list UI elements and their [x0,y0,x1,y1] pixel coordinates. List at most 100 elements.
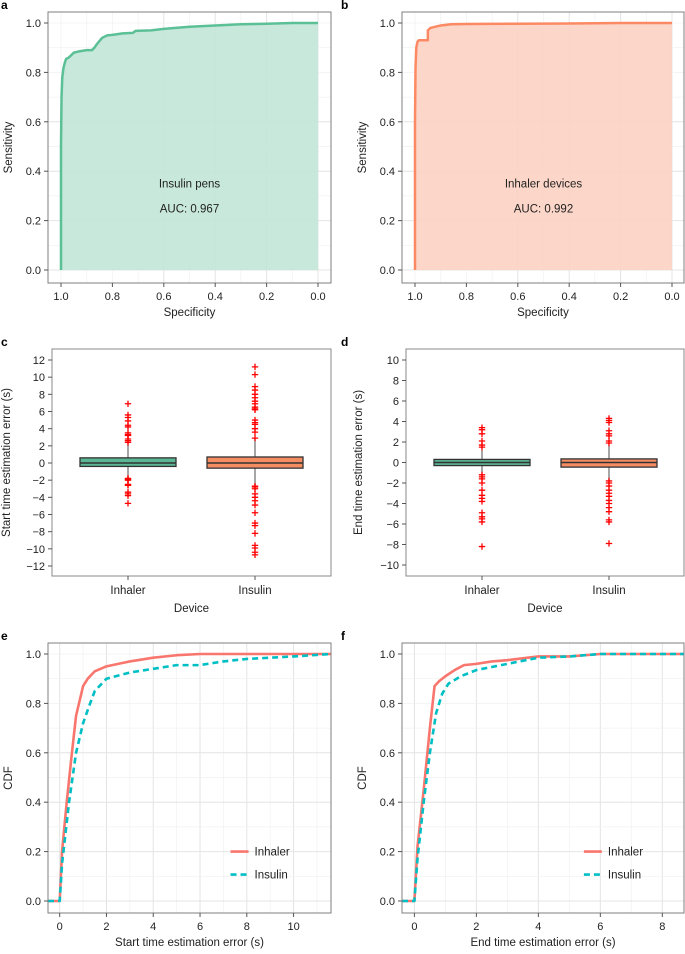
y-tick-label: 12 [33,355,45,367]
legend-label-insulin: Insulin [608,870,641,882]
annotation-title: Inhaler devices [505,179,583,191]
roc-area [415,23,672,270]
x-tick-label: 2 [103,921,109,933]
x-axis-label: Device [174,603,209,615]
plot-border [401,642,685,914]
y-tick-label: 0.8 [380,698,395,710]
y-axis-label: End time estimation error (s) [353,390,365,535]
plot-background [48,643,331,913]
y-tick-label: −8 [386,540,399,552]
y-tick-label: 10 [387,355,399,367]
y-axis-label: Start time estimation error (s) [1,388,13,537]
x-tick-label: 1.0 [53,291,68,303]
box-inhaler [79,400,177,507]
outlier-point [124,439,132,446]
outlier-point [478,430,486,437]
y-tick-label: 6 [39,407,45,419]
cdf-line-insulin [402,652,684,903]
y-tick-label: 4 [39,424,45,436]
y-axis-label: Sensitivity [3,121,15,173]
x-tick-label: 8 [659,921,665,933]
outlier-point [605,508,613,515]
outlier-point [605,439,613,447]
y-tick-label: 0.4 [26,166,41,178]
cdf-line-insulin [48,652,332,903]
y-tick-label: 8 [39,389,45,401]
y-tick-label: 10 [33,372,45,384]
y-tick-label: −10 [26,544,45,556]
outlier-point [478,543,486,550]
roc-curve [413,21,672,270]
legend: Inhaler Insulin [230,847,290,882]
panel-label: b [341,0,348,12]
y-tick-label: −10 [380,560,399,572]
outlier-point [605,518,613,526]
y-tick-label: 6 [393,396,399,408]
outlier-point [124,400,132,407]
y-axis-label: CDF [3,766,15,790]
outlier-point [478,479,486,487]
y-tick-label: 1.0 [380,18,395,30]
y-tick-label: −2 [386,478,399,490]
x-tick-label: 1.0 [407,291,422,303]
panel-a: 1.0 0.8 0.6 0.4 0.2 0.0 0.0 0.2 0.4 0.6 0.8 1.0 Spec… [1,0,332,319]
x-tick-label: Insulin [592,585,625,597]
x-tick-label: 0.6 [510,291,525,303]
box-insulin [206,363,304,559]
cdf-line-inhaler [402,652,684,903]
y-tick-label: 2 [39,441,45,453]
x-tick-label: 0.2 [613,291,628,303]
x-tick-label: 8 [244,921,250,933]
panel-f: 0 2 4 6 8 0.0 0.2 0.4 0.6 0.8 1.0 End time estimati… [341,629,685,949]
panel-label: a [1,0,8,12]
y-tick-label: 0.6 [26,117,41,129]
panel-label: e [1,629,8,643]
x-tick-label: Inhaler [110,585,145,597]
outlier-point [124,492,132,499]
x-tick-label: 0.0 [310,291,325,303]
outlier-point [124,500,132,507]
annotation-title: Insulin pens [159,179,221,191]
y-tick-label: 0.8 [26,698,41,710]
outlier-point [251,551,259,559]
y-tick-label: 0.0 [380,896,395,908]
x-axis-label: Device [527,603,562,615]
outlier-point [478,443,486,451]
outlier-point [605,419,613,426]
outlier-point [251,434,259,442]
x-tick-label: 0.0 [664,291,679,303]
legend-label-insulin: Insulin [255,870,288,882]
outlier-point [478,498,486,505]
y-tick-label: 0.0 [26,265,41,277]
panel-label: f [341,629,346,643]
annotation-auc: AUC: 0.992 [514,203,573,215]
x-tick-label: 4 [535,921,541,933]
panel-e: 0 2 4 6 8 10 0.0 0.2 0.4 0.6 0.8 1.0 Start time esti… [1,629,332,949]
outlier-point [251,522,259,529]
y-tick-label: −12 [26,561,45,573]
panel-d: Inhaler Insulin 10 8 6 4 2 0 −2 −4 −6 −8 −10 Device En… [341,335,685,615]
y-tick-label: 0.2 [26,847,41,859]
outlier-point [124,423,132,431]
x-axis-label: Start time estimation error (s) [115,937,264,949]
outlier-point [124,482,132,489]
y-tick-label: 2 [393,437,399,449]
roc-area [61,23,318,270]
plot-background [402,643,684,913]
y-tick-label: 8 [393,376,399,388]
x-tick-label: 0.2 [259,291,274,303]
y-tick-label: 0.4 [26,797,41,809]
y-tick-label: 0.4 [380,166,395,178]
panel-label: d [341,335,348,349]
y-tick-label: 0.4 [380,797,395,809]
panel-b: 1.0 0.8 0.6 0.4 0.2 0.0 0.0 0.2 0.4 0.6 0.8 1.0 Spec… [341,0,685,319]
y-tick-label: −4 [32,492,45,504]
box-insulin [560,415,658,547]
y-tick-label: 4 [393,417,399,429]
y-tick-label: 0 [39,458,45,470]
plot-border [47,642,332,914]
y-tick-label: −6 [386,519,399,531]
x-axis-label: Specificity [517,307,569,319]
y-tick-label: 0.0 [26,896,41,908]
y-tick-label: 0 [393,458,399,470]
